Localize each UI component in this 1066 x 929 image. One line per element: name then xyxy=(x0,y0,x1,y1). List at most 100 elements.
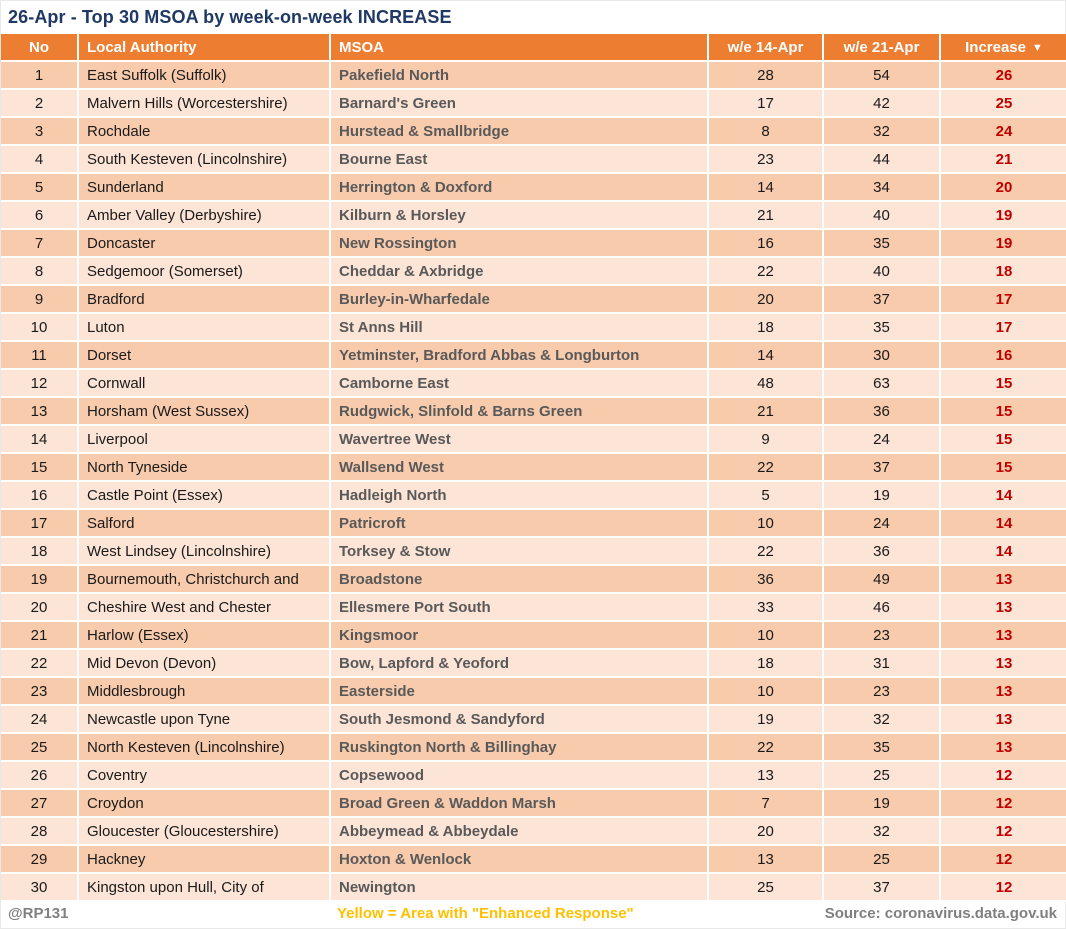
cell-no: 1 xyxy=(1,62,79,90)
cell-increase: 13 xyxy=(941,650,1066,678)
cell-msoa: Camborne East xyxy=(331,370,709,398)
table-row: 6 Amber Valley (Derbyshire) Kilburn & Hors… xyxy=(1,202,1066,230)
cell-we-21-apr: 25 xyxy=(824,762,941,790)
cell-increase: 14 xyxy=(941,482,1066,510)
cell-local-authority: North Tyneside xyxy=(79,454,331,482)
table-row: 13 Horsham (West Sussex) Rudgwick, Slinfol… xyxy=(1,398,1066,426)
cell-increase: 13 xyxy=(941,706,1066,734)
cell-we-21-apr: 40 xyxy=(824,258,941,286)
table-row: 7 Doncaster New Rossington 16 35 19 xyxy=(1,230,1066,258)
cell-we-21-apr: 32 xyxy=(824,706,941,734)
cell-we-21-apr: 23 xyxy=(824,622,941,650)
cell-local-authority: Doncaster xyxy=(79,230,331,258)
table-row: 20 Cheshire West and Chester Ellesmere Por… xyxy=(1,594,1066,622)
cell-increase: 17 xyxy=(941,314,1066,342)
cell-we-21-apr: 35 xyxy=(824,230,941,258)
table-row: 10 Luton St Anns Hill 18 35 17 xyxy=(1,314,1066,342)
cell-we-21-apr: 25 xyxy=(824,846,941,874)
table-row: 9 Bradford Burley-in-Wharfedale 20 37 17 xyxy=(1,286,1066,314)
table-row: 24 Newcastle upon Tyne South Jesmond & San… xyxy=(1,706,1066,734)
cell-msoa: St Anns Hill xyxy=(331,314,709,342)
cell-we-21-apr: 63 xyxy=(824,370,941,398)
cell-increase: 17 xyxy=(941,286,1066,314)
cell-we-14-apr: 22 xyxy=(709,734,824,762)
footer: @RP131 Yellow = Area with "Enhanced Resp… xyxy=(1,902,1065,928)
cell-we-21-apr: 19 xyxy=(824,790,941,818)
cell-msoa: Yetminster, Bradford Abbas & Longburton xyxy=(331,342,709,370)
cell-increase: 16 xyxy=(941,342,1066,370)
cell-no: 30 xyxy=(1,874,79,902)
cell-no: 16 xyxy=(1,482,79,510)
cell-no: 28 xyxy=(1,818,79,846)
table-row: 5 Sunderland Herrington & Doxford 14 34 20 xyxy=(1,174,1066,202)
column-header-no: No xyxy=(1,34,79,62)
cell-we-14-apr: 10 xyxy=(709,622,824,650)
cell-no: 12 xyxy=(1,370,79,398)
column-header-increase-sort[interactable]: Increase ▼ xyxy=(941,34,1066,62)
page-title: 26-Apr - Top 30 MSOA by week-on-week INC… xyxy=(8,7,452,27)
cell-msoa: Broadstone xyxy=(331,566,709,594)
cell-we-14-apr: 13 xyxy=(709,846,824,874)
column-header-we-14-apr: w/e 14-Apr xyxy=(709,34,824,62)
cell-no: 9 xyxy=(1,286,79,314)
cell-no: 25 xyxy=(1,734,79,762)
cell-local-authority: Cheshire West and Chester xyxy=(79,594,331,622)
cell-increase: 13 xyxy=(941,734,1066,762)
cell-we-14-apr: 19 xyxy=(709,706,824,734)
cell-we-14-apr: 20 xyxy=(709,286,824,314)
cell-increase: 15 xyxy=(941,398,1066,426)
cell-we-21-apr: 37 xyxy=(824,286,941,314)
cell-we-21-apr: 19 xyxy=(824,482,941,510)
table-header: No Local Authority MSOA w/e 14-Apr w/e 2… xyxy=(1,34,1066,62)
cell-no: 11 xyxy=(1,342,79,370)
cell-no: 27 xyxy=(1,790,79,818)
cell-we-21-apr: 37 xyxy=(824,874,941,902)
author-handle: @RP131 xyxy=(8,905,69,922)
table-row: 23 Middlesbrough Easterside 10 23 13 xyxy=(1,678,1066,706)
cell-msoa: Kilburn & Horsley xyxy=(331,202,709,230)
cell-msoa: Rudgwick, Slinfold & Barns Green xyxy=(331,398,709,426)
cell-no: 23 xyxy=(1,678,79,706)
cell-we-21-apr: 37 xyxy=(824,454,941,482)
cell-we-21-apr: 35 xyxy=(824,734,941,762)
table-body: 1 East Suffolk (Suffolk) Pakefield North 28… xyxy=(1,62,1066,902)
cell-msoa: Wallsend West xyxy=(331,454,709,482)
sort-descending-icon[interactable]: ▼ xyxy=(1032,41,1043,54)
cell-we-14-apr: 9 xyxy=(709,426,824,454)
cell-msoa: South Jesmond & Sandyford xyxy=(331,706,709,734)
cell-msoa: Burley-in-Wharfedale xyxy=(331,286,709,314)
cell-increase: 12 xyxy=(941,846,1066,874)
cell-no: 13 xyxy=(1,398,79,426)
cell-no: 17 xyxy=(1,510,79,538)
column-header-we-21-apr: w/e 21-Apr xyxy=(824,34,941,62)
cell-no: 10 xyxy=(1,314,79,342)
cell-no: 6 xyxy=(1,202,79,230)
cell-we-14-apr: 23 xyxy=(709,146,824,174)
cell-local-authority: Rochdale xyxy=(79,118,331,146)
cell-increase: 14 xyxy=(941,510,1066,538)
cell-msoa: Wavertree West xyxy=(331,426,709,454)
table-row: 2 Malvern Hills (Worcestershire) Barnard's… xyxy=(1,90,1066,118)
table-row: 27 Croydon Broad Green & Waddon Marsh 7 19 12 xyxy=(1,790,1066,818)
cell-we-14-apr: 33 xyxy=(709,594,824,622)
cell-we-14-apr: 13 xyxy=(709,762,824,790)
cell-local-authority: Gloucester (Gloucestershire) xyxy=(79,818,331,846)
cell-local-authority: West Lindsey (Lincolnshire) xyxy=(79,538,331,566)
table-row: 11 Dorset Yetminster, Bradford Abbas & Lon… xyxy=(1,342,1066,370)
cell-increase: 18 xyxy=(941,258,1066,286)
cell-we-21-apr: 44 xyxy=(824,146,941,174)
cell-we-14-apr: 22 xyxy=(709,258,824,286)
cell-no: 15 xyxy=(1,454,79,482)
cell-no: 19 xyxy=(1,566,79,594)
table-row: 14 Liverpool Wavertree West 9 24 15 xyxy=(1,426,1066,454)
cell-local-authority: Middlesbrough xyxy=(79,678,331,706)
cell-we-14-apr: 7 xyxy=(709,790,824,818)
cell-local-authority: Bradford xyxy=(79,286,331,314)
cell-increase: 12 xyxy=(941,874,1066,902)
cell-we-14-apr: 48 xyxy=(709,370,824,398)
cell-increase: 13 xyxy=(941,622,1066,650)
cell-msoa: Broad Green & Waddon Marsh xyxy=(331,790,709,818)
cell-local-authority: Horsham (West Sussex) xyxy=(79,398,331,426)
table-row: 30 Kingston upon Hull, City of Newington 25… xyxy=(1,874,1066,902)
table-row: 22 Mid Devon (Devon) Bow, Lapford & Yeofor… xyxy=(1,650,1066,678)
